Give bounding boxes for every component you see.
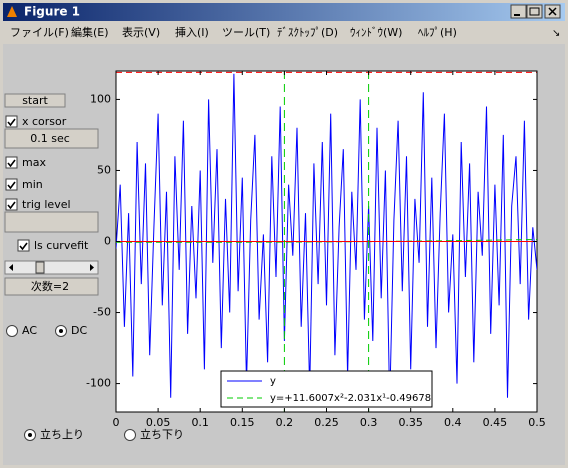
trig-level-box[interactable] [4,211,99,233]
x-cursor-box [4,128,99,149]
checkbox[interactable] [17,239,30,252]
menu-bar: ファイル(F) 編集(E) 表示(V) 挿入(I) ツール(T) ﾃﾞｽｸﾄｯﾌﾟ(D) ｳ… [10,25,457,39]
checkbox[interactable] [5,115,18,128]
checkbox[interactable] [5,198,18,211]
x-tick-label: 0.05 [146,416,171,429]
dc-label: DC [71,324,87,337]
x-cursor-value: 0.1 sec [30,132,70,145]
x-tick-label: 0.45 [483,416,508,429]
x-tick-label: 0.2 [276,416,294,429]
window-title: Figure 1 [24,5,80,19]
menu-item[interactable]: ｳｨﾝﾄﾞｳ(W) [350,26,402,39]
ls-curvefit-label: ls curvefit [34,239,89,252]
check-mark [7,159,16,168]
legend-label: y=+11.6007x²-2.031x¹-0.49678 [270,393,431,404]
checkbox[interactable] [5,156,18,169]
maximize[interactable] [526,4,543,19]
ac-label: AC [22,324,37,337]
x-tick-label: 0.15 [230,416,255,429]
x-cursor-label: x corsor [22,115,67,128]
x-tick-label: 0.35 [398,416,423,429]
window-buttons[interactable] [510,4,561,19]
series-line [116,73,537,405]
menu-item[interactable]: 挿入(I) [175,25,209,39]
slider-arrow [9,264,13,271]
radio[interactable] [124,429,136,441]
x-tick-label: 0.25 [314,416,339,429]
radio-dot [28,433,32,437]
app-icon [7,6,17,17]
x-tick-label: 0.4 [444,416,462,429]
y-tick-label: 0 [104,235,111,248]
check-mark [7,118,16,127]
checkbox[interactable] [5,178,18,191]
y-tick-label: 100 [90,92,111,105]
order-box [4,277,99,296]
dock-icon[interactable]: ↘ [552,28,560,39]
y-tick-label: -100 [86,377,111,390]
radio-dot [59,329,63,333]
start-label: start [22,94,48,107]
x-tick-label: 0.1 [191,416,209,429]
minimize[interactable] [510,4,527,19]
x-tick-label: 0.5 [528,416,546,429]
legend-label: y [270,376,276,387]
min-label: min [22,178,43,191]
max-label: max [22,156,46,169]
fall-label: 立ち下り [140,427,184,441]
slider[interactable] [4,260,99,275]
title-bar [3,3,565,21]
radio[interactable] [6,325,18,337]
y-tick-label: -50 [93,306,111,319]
x-tick-label: 0.3 [360,416,378,429]
start-button[interactable] [4,93,66,108]
trig-level-label: trig level [22,198,71,211]
menu-item[interactable]: ツール(T) [222,26,270,39]
slider-arrow [90,264,94,271]
menu-item[interactable]: 表示(V) [122,25,160,39]
check-mark [19,242,28,251]
check-mark [7,201,16,210]
order-label: 次数=2 [31,279,69,293]
menu-item[interactable]: 編集(E) [71,25,109,39]
menu-item[interactable]: ﾃﾞｽｸﾄｯﾌﾟ(D) [277,26,338,39]
menu-item[interactable]: ﾍﾙﾌﾟ(H) [418,26,457,39]
legend [220,370,433,408]
menu-item[interactable]: ファイル(F) [10,26,69,39]
check-mark [7,181,16,190]
slider-thumb[interactable] [35,261,45,274]
y-tick-label: 50 [97,163,111,176]
rise-label: 立ち上り [40,427,84,441]
x-tick-label: 0 [113,416,120,429]
